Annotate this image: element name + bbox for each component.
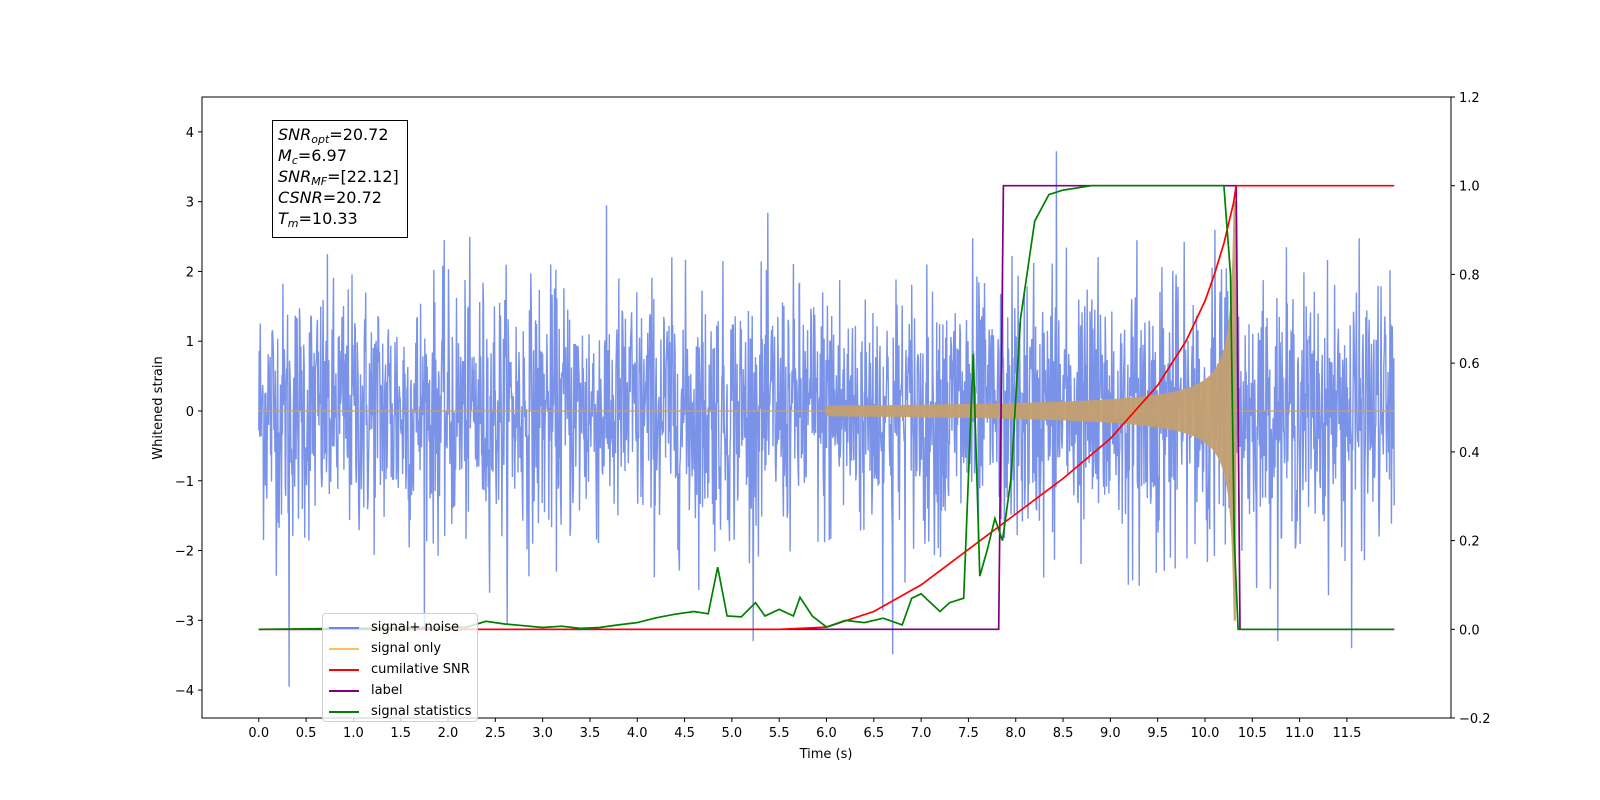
x-tick-label: 0.0	[248, 726, 269, 741]
legend-item: signal+ noise	[329, 617, 477, 638]
x-tick-label: 6.0	[816, 726, 837, 741]
legend-swatch	[329, 689, 359, 692]
y2-tick-label: 1.0	[1459, 180, 1480, 195]
csnr-line: CSNR=20.72	[278, 188, 382, 207]
y2-tick-label: 0.2	[1459, 535, 1480, 550]
x-tick-label: 3.0	[532, 726, 553, 741]
legend-label: signal statistics	[371, 704, 472, 719]
y-axis-label: Whitened strain	[151, 356, 166, 459]
x-tick-label: 4.5	[674, 726, 695, 741]
x-tick-label: 6.5	[863, 726, 884, 741]
legend-swatch	[329, 668, 359, 671]
x-tick-label: 4.0	[627, 726, 648, 741]
x-tick-label: 1.5	[390, 726, 411, 741]
legend: signal+ noise signal only cumilative SNR…	[322, 613, 478, 722]
merger-time-line: Tm=10.33	[278, 209, 358, 230]
x-tick-label: 10.5	[1238, 726, 1267, 741]
x-tick-label: 7.0	[911, 726, 932, 741]
legend-label: label	[371, 683, 403, 698]
x-tick-label: 5.5	[769, 726, 790, 741]
legend-label: signal+ noise	[371, 620, 460, 635]
x-axis-label: Time (s)	[799, 747, 853, 762]
y-tick-label: 0	[186, 405, 194, 420]
legend-label: signal only	[371, 641, 442, 656]
x-tick-label: 11.0	[1285, 726, 1314, 741]
legend-item: label	[329, 680, 477, 701]
legend-label: cumilative SNR	[371, 662, 470, 677]
legend-item: signal statistics	[329, 701, 477, 722]
y-tick-label: −2	[175, 545, 194, 560]
y-tick-label: 4	[186, 126, 194, 141]
legend-item: signal only	[329, 638, 477, 659]
x-tick-label: 9.0	[1100, 726, 1121, 741]
y2-tick-label: 0.6	[1459, 357, 1480, 372]
x-tick-label: 9.5	[1147, 726, 1168, 741]
y2-tick-label: −0.2	[1459, 712, 1491, 727]
x-tick-label: 0.5	[296, 726, 317, 741]
y-tick-label: 1	[186, 335, 194, 350]
x-tick-label: 1.0	[343, 726, 364, 741]
y2-tick-label: 0.0	[1459, 623, 1480, 638]
snr-mf-line: SNRMF=[22.12]	[278, 167, 399, 188]
legend-item: cumilative SNR	[329, 659, 477, 680]
legend-swatch	[329, 626, 359, 629]
x-tick-label: 5.0	[722, 726, 743, 741]
y-tick-label: 2	[186, 265, 194, 280]
snr-opt-line: SNRopt=20.72	[278, 125, 389, 146]
legend-swatch	[329, 710, 359, 713]
x-tick-label: 11.5	[1332, 726, 1361, 741]
x-tick-label: 8.5	[1053, 726, 1074, 741]
legend-swatch	[329, 647, 359, 650]
x-tick-label: 8.0	[1005, 726, 1026, 741]
x-tick-label: 7.5	[958, 726, 979, 741]
y-tick-label: −3	[175, 614, 194, 629]
y-tick-label: −4	[175, 684, 194, 699]
x-tick-label: 2.5	[485, 726, 506, 741]
x-tick-label: 3.5	[580, 726, 601, 741]
y-tick-label: 3	[186, 196, 194, 211]
chirp-mass-line: Mc=6.97	[278, 146, 347, 167]
y-tick-label: −1	[175, 475, 194, 490]
y2-tick-label: 0.4	[1459, 446, 1480, 461]
annotation-box: SNRopt=20.72 Mc=6.97 SNRMF=[22.12] CSNR=…	[272, 120, 408, 238]
x-tick-label: 2.0	[438, 726, 459, 741]
x-tick-label: 10.0	[1191, 726, 1220, 741]
y2-tick-label: 0.8	[1459, 268, 1480, 283]
y2-tick-label: 1.2	[1459, 91, 1480, 106]
series-signal-statistics	[258, 184, 1395, 631]
